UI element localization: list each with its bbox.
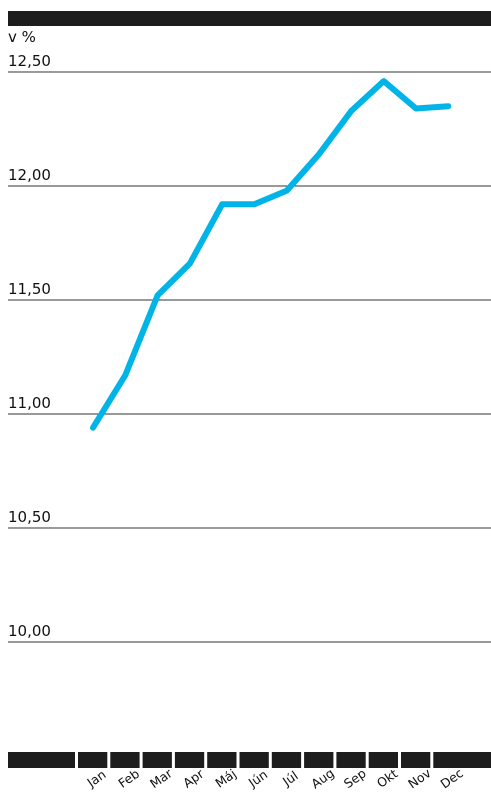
axis-bar-segment xyxy=(433,752,491,768)
y-tick-label: 11,00 xyxy=(8,394,51,412)
data-point xyxy=(447,105,449,107)
bottom-axis-bar xyxy=(8,752,491,768)
x-tick-label: Okt xyxy=(374,766,401,791)
data-point xyxy=(286,190,288,192)
data-point xyxy=(92,427,94,429)
y-tick-labels: 12,50 12,00 11,50 11,00 10,50 10,00 xyxy=(8,52,51,640)
y-tick-label: 12,50 xyxy=(8,52,51,70)
top-frame-bar xyxy=(8,11,491,26)
axis-bar-segment xyxy=(142,752,172,768)
y-tick-label: 10,00 xyxy=(8,622,51,640)
x-tick-label: Aug xyxy=(308,765,337,791)
x-tick-label: Nov xyxy=(405,765,434,792)
y-tick-label: 10,50 xyxy=(8,508,51,526)
x-tick-label: Júl xyxy=(279,768,301,790)
y-tick-label: 11,50 xyxy=(8,280,51,298)
series-line xyxy=(90,78,452,431)
data-point xyxy=(189,263,191,265)
axis-bar-segment xyxy=(336,752,366,768)
data-point xyxy=(124,374,126,376)
data-point xyxy=(221,203,223,205)
data-point xyxy=(254,203,255,205)
x-tick-label: Jan xyxy=(83,767,108,791)
axis-bar-segment xyxy=(271,752,302,768)
x-tick-label: Dec xyxy=(438,765,467,791)
gridlines xyxy=(8,71,491,643)
axis-bar-segment xyxy=(78,752,108,768)
data-point xyxy=(350,110,352,112)
axis-bar-segment xyxy=(174,752,205,768)
data-point xyxy=(157,294,159,296)
x-tick-label: Feb xyxy=(115,766,142,791)
axis-bar-segment xyxy=(304,752,334,768)
y-unit-label: v % xyxy=(8,28,36,46)
x-tick-label: Apr xyxy=(180,765,207,790)
x-tick-label: Mar xyxy=(147,765,176,791)
x-tick-label: Sep xyxy=(341,765,369,791)
y-tick-label: 12,00 xyxy=(8,166,51,184)
x-tick-label: Máj xyxy=(212,766,239,791)
x-tick-labels: Jan Feb Mar Apr Máj Jún Júl Aug Sep Okt Nov Dec xyxy=(83,765,466,792)
data-point xyxy=(318,153,320,155)
series-line-path xyxy=(90,78,452,431)
data-point xyxy=(383,80,385,82)
data-point xyxy=(415,107,417,109)
axis-bar-segment xyxy=(8,752,75,768)
axis-bar-segment xyxy=(401,752,431,768)
axis-bar-segment xyxy=(110,752,140,768)
axis-bar-segment xyxy=(207,752,237,768)
axis-bar-segment xyxy=(239,752,269,768)
x-tick-label: Jún xyxy=(245,767,270,791)
axis-bar-segment xyxy=(368,752,398,768)
